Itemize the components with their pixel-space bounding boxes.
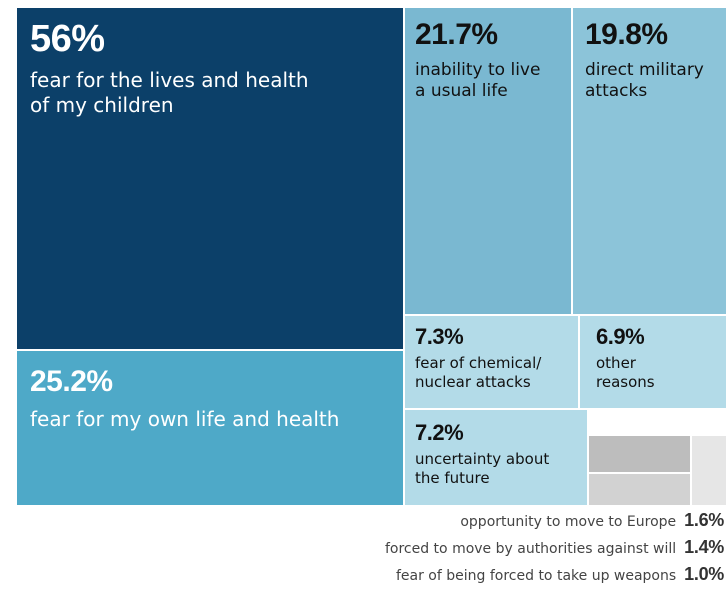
treemap-cell: 7.2% uncertainty about the future (405, 410, 587, 505)
treemap-cell: 6.9% other reasons (580, 316, 726, 408)
cell-value-label: 7.3% (415, 324, 464, 349)
treemap-cell: 56% fear for the lives and health of my ch… (17, 8, 403, 349)
treemap-small-cell (692, 436, 726, 505)
cell-value-label: 56% (30, 18, 105, 60)
treemap-cell: 7.3% fear of chemical/nuclear attacks (405, 316, 578, 408)
cell-value-label: 6.9% (596, 324, 645, 349)
cell-category-label: fear of chemical/nuclear attacks (415, 354, 542, 391)
small-item-row: opportunity to move to Europe 1.6% (460, 510, 724, 532)
small-item-row: forced to move by authorities against wi… (385, 537, 724, 559)
small-item-value: 1.6% (684, 510, 724, 530)
cell-category-label: uncertainty about the future (415, 450, 550, 487)
treemap-small-cell (589, 474, 690, 505)
cell-value-label: 7.2% (415, 420, 464, 445)
small-item-label: fear of being forced to take up weapons (395, 568, 677, 584)
small-item-row: fear of being forced to take up weapons … (396, 564, 724, 586)
cell-category-label: direct military attacks (585, 60, 704, 102)
cell-category-label: inability to live a usual life (415, 60, 541, 102)
cell-category-label: fear for the lives and health of my child… (30, 68, 309, 117)
treemap-cell: 21.7% inability to live a usual life (405, 8, 571, 314)
treemap-small-cell (589, 436, 690, 472)
cell-value-label: 21.7% (415, 18, 498, 51)
treemap-cell: 25.2% fear for my own life and health (17, 351, 403, 505)
small-item-label: forced to move by authorities against wi… (384, 541, 677, 557)
cell-value-label: 25.2% (30, 365, 113, 398)
treemap-cell: 19.8% direct military attacks (573, 8, 726, 314)
small-item-value: 1.4% (684, 537, 724, 557)
cell-category-label: fear for my own life and health (30, 407, 340, 431)
cell-value-label: 19.8% (585, 18, 668, 51)
small-item-value: 1.0% (684, 564, 724, 584)
small-item-label: opportunity to move to Europe (460, 514, 677, 530)
cell-category-label: other reasons (596, 354, 655, 391)
